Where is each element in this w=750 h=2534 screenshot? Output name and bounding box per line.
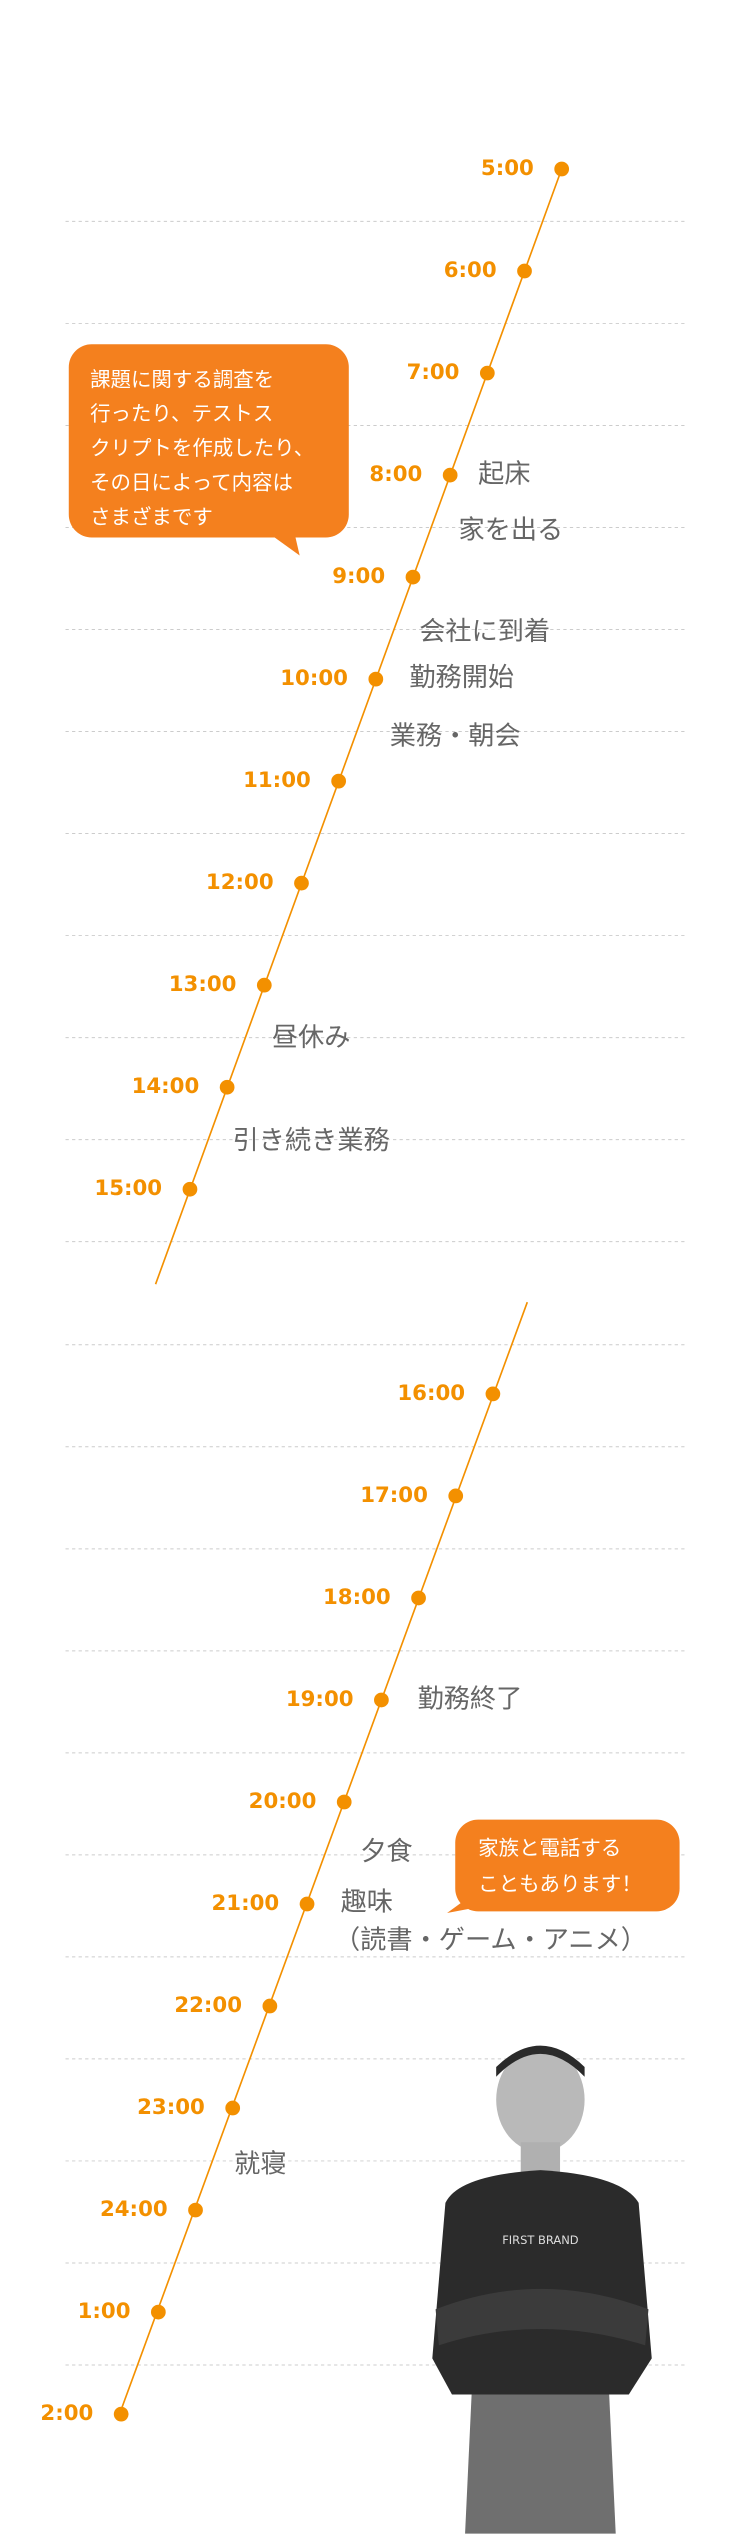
time-label: 23:00 [137, 2095, 205, 2120]
event-label: （読書・ゲーム・アニメ） [334, 1925, 647, 1955]
event-label: 家を出る [459, 515, 564, 545]
section: 16:00 17:00 18:00 19:00 20:00 21:00 22:00 23:00… [40, 1301, 688, 2426]
note-text: 課題に関する調査を [90, 367, 274, 391]
time-label: 1:00 [78, 2299, 131, 2324]
time-dot [219, 1079, 235, 1095]
event-label: 勤務終了 [418, 1685, 523, 1715]
time-label: 9:00 [332, 564, 385, 589]
time-dot [336, 1794, 352, 1810]
time-dot [554, 161, 570, 177]
time-label: 2:00 [40, 2401, 93, 2426]
bubble-2 [447, 1819, 680, 1914]
time-dot [411, 1590, 426, 1606]
event-label: 就寝 [234, 2150, 286, 2180]
event-label: 引き続き業務 [233, 1126, 390, 1156]
person-photo: FIRST BRAND [432, 2045, 652, 2534]
time-dot [331, 773, 347, 789]
shirt-print: FIRST BRAND [502, 2233, 579, 2247]
time-label: 5:00 [481, 156, 534, 181]
time-dot [448, 1488, 464, 1504]
time-dot [479, 365, 495, 381]
time-line [118, 1301, 529, 2415]
event-label: 夕食 [360, 1837, 412, 1867]
time-label: 22:00 [174, 1993, 242, 2018]
time-label: 12:00 [206, 870, 274, 895]
time-dot [294, 875, 309, 891]
event-label: 勤務開始 [409, 663, 514, 693]
time-label: 18:00 [323, 1585, 391, 1610]
time-dot [299, 1896, 315, 1912]
time-label: 17:00 [360, 1483, 428, 1508]
time-label: 8:00 [369, 462, 422, 487]
time-dot [374, 1692, 389, 1708]
time-label: 21:00 [211, 1891, 279, 1916]
time-dot [182, 1181, 198, 1197]
time-label: 10:00 [280, 666, 348, 691]
time-line [154, 168, 563, 1285]
time-dot [256, 977, 272, 993]
event-label: 会社に到着 [419, 617, 550, 647]
time-dot [113, 2406, 129, 2422]
event-label: 業務・朝会 [390, 722, 521, 752]
time-label: 19:00 [286, 1687, 354, 1712]
time-dot [188, 2202, 203, 2218]
time-label: 13:00 [169, 972, 237, 997]
section: 5:00 6:00 7:00 8:00 9:00 10:00 11:00 12:00 13:00… [65, 156, 688, 1285]
time-label: 6:00 [444, 258, 497, 283]
time-label: 24:00 [100, 2197, 168, 2222]
time-label: 15:00 [94, 1176, 162, 1201]
time-dot [225, 2100, 241, 2116]
time-dot [150, 2304, 166, 2320]
time-dot [262, 1998, 278, 2014]
note-text: さまざまです [90, 505, 213, 529]
note-text: クリプトを作成したり、 [90, 436, 314, 460]
note-text: こともあります！ [478, 1872, 642, 1896]
event-label: 起床 [478, 460, 530, 490]
note-text: 家族と電話する [478, 1836, 621, 1860]
time-label: 7:00 [407, 360, 460, 385]
time-label: 20:00 [249, 1789, 317, 1814]
note-text: 行ったり、テストス [90, 402, 273, 426]
event-label: 昼休み [272, 1023, 351, 1053]
note-text: その日によって内容は [90, 470, 293, 494]
time-label: 14:00 [132, 1074, 200, 1099]
event-label: 趣味 [341, 1888, 393, 1918]
time-label: 16:00 [397, 1381, 465, 1406]
time-dot [442, 467, 458, 483]
time-label: 11:00 [243, 768, 311, 793]
time-dot [368, 671, 384, 687]
time-dot [517, 263, 532, 279]
time-dot [405, 569, 421, 585]
time-dot [485, 1386, 501, 1402]
